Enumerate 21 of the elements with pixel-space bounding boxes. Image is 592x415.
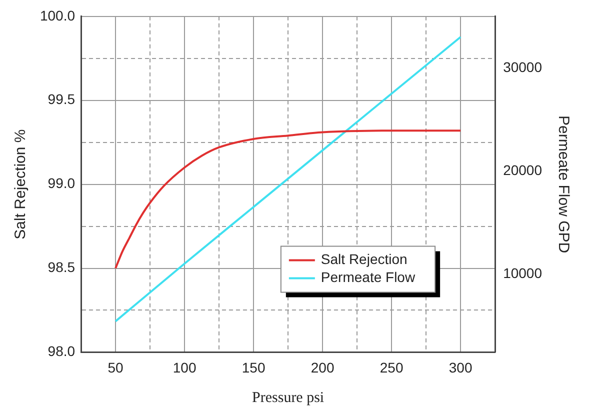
line-series [114, 130, 462, 270]
y-axis-title: Salt Rejection % [12, 129, 30, 240]
y-tick-label: 99.5 [48, 91, 76, 108]
line-series [114, 36, 462, 322]
x-tick-label: 300 [448, 359, 472, 376]
x-tick-label: 250 [380, 359, 404, 376]
y-tick-label: 100.0 [40, 7, 76, 24]
y2-tick-label: 10000 [503, 264, 542, 281]
y-tick-label: 98.0 [48, 343, 76, 360]
legend-label: Permeate Flow [320, 269, 416, 286]
x-tick-label: 50 [108, 359, 124, 376]
y-tick-label: 98.5 [48, 259, 76, 276]
x-axis-title: Pressure psi [252, 390, 324, 406]
legend-label: Salt Rejection [320, 251, 408, 268]
y2-axis-title: Permeate Flow GPD [554, 116, 572, 254]
x-tick-label: 100 [172, 359, 196, 376]
x-tick-label: 200 [310, 359, 334, 376]
y-tick-label: 99.0 [48, 175, 76, 192]
y2-tick-label: 20000 [503, 162, 542, 178]
y2-tick-label: 30000 [503, 58, 542, 75]
x-tick-label: 150 [242, 359, 266, 376]
